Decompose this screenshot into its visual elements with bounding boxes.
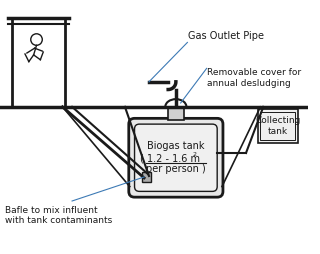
Bar xyxy=(168,107,184,120)
Bar xyxy=(258,109,298,143)
Text: ( 1.2 - 1.6 m: ( 1.2 - 1.6 m xyxy=(140,154,200,164)
Text: per person ): per person ) xyxy=(146,164,206,174)
Text: 2: 2 xyxy=(192,152,196,157)
Text: Bafle to mix influent
with tank contaminants: Bafle to mix influent with tank contamin… xyxy=(5,206,112,225)
Text: Gas Outlet Pipe: Gas Outlet Pipe xyxy=(188,30,264,40)
Text: Removable cover for
annual desludging: Removable cover for annual desludging xyxy=(207,68,301,88)
FancyBboxPatch shape xyxy=(129,118,223,197)
Text: Biogas tank: Biogas tank xyxy=(147,141,204,151)
Bar xyxy=(260,112,295,140)
FancyBboxPatch shape xyxy=(134,124,217,191)
Bar xyxy=(142,172,151,182)
Text: Collecting
tank: Collecting tank xyxy=(255,116,300,136)
